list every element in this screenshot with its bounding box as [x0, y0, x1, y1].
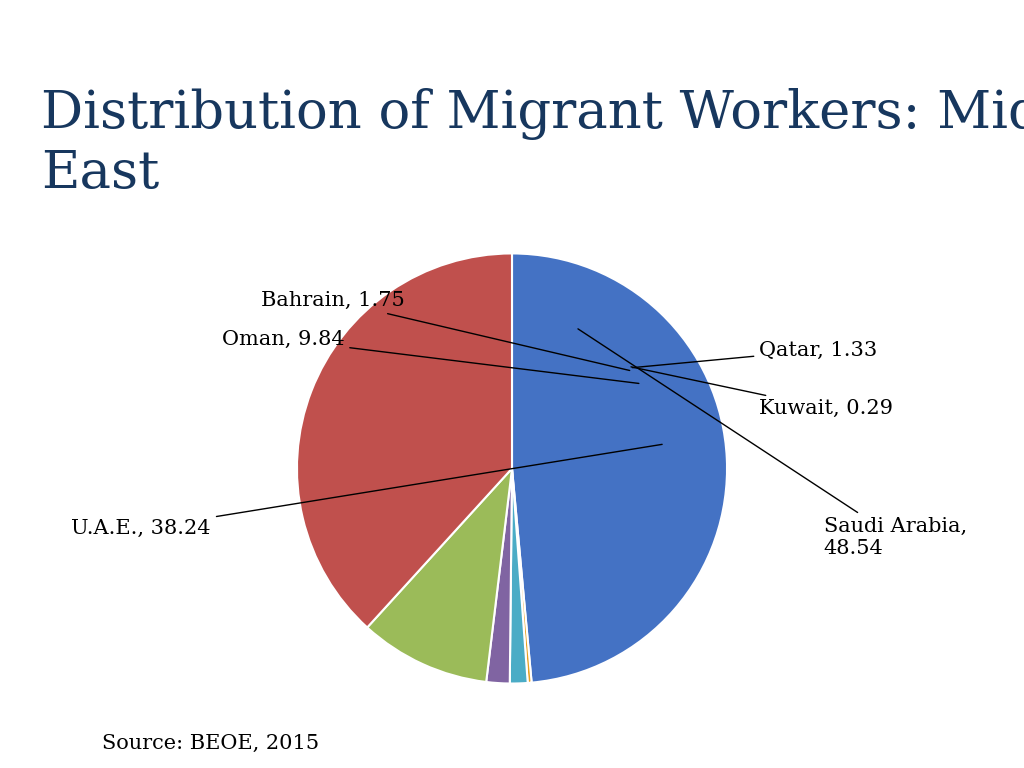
Wedge shape — [297, 253, 512, 627]
Text: Kuwait, 0.29: Kuwait, 0.29 — [631, 367, 893, 418]
Text: U.A.E., 38.24: U.A.E., 38.24 — [72, 445, 663, 538]
Text: Qatar, 1.33: Qatar, 1.33 — [633, 341, 878, 368]
Text: Saudi Arabia,
48.54: Saudi Arabia, 48.54 — [578, 329, 967, 558]
Text: Distribution of Migrant Workers: Middle
East: Distribution of Migrant Workers: Middle … — [41, 88, 1024, 200]
Wedge shape — [486, 468, 512, 684]
Text: Bahrain, 1.75: Bahrain, 1.75 — [261, 291, 630, 370]
Wedge shape — [368, 468, 512, 682]
Wedge shape — [512, 468, 531, 683]
Text: Oman, 9.84: Oman, 9.84 — [221, 330, 639, 383]
Wedge shape — [512, 253, 727, 683]
Text: Source: BEOE, 2015: Source: BEOE, 2015 — [102, 733, 319, 753]
Wedge shape — [510, 468, 527, 684]
